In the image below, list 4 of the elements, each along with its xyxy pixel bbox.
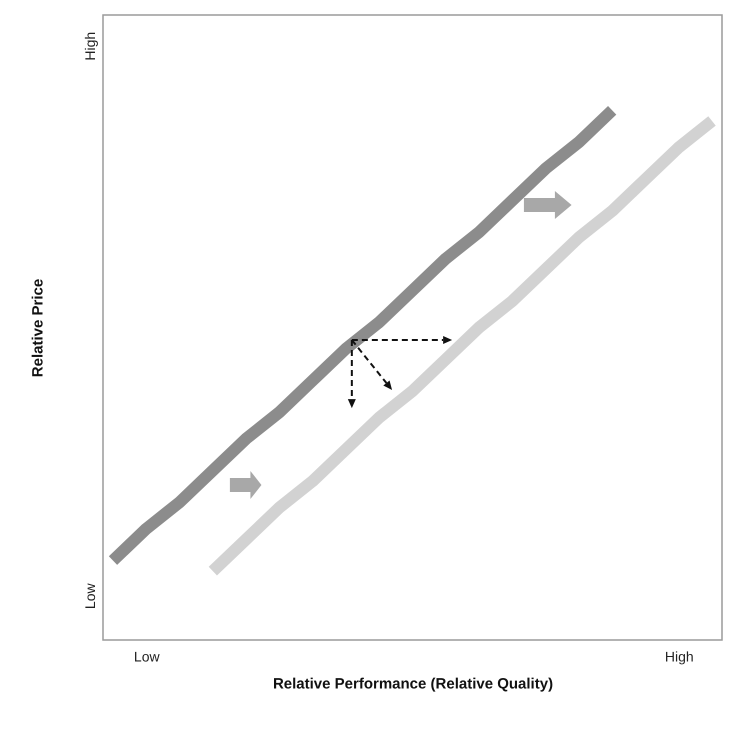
x-axis-title: Relative Performance (Relative Quality) [272,676,554,692]
text: High [82,32,98,61]
text: Low [82,582,98,610]
y-axis-title: Relative Price [30,278,46,378]
